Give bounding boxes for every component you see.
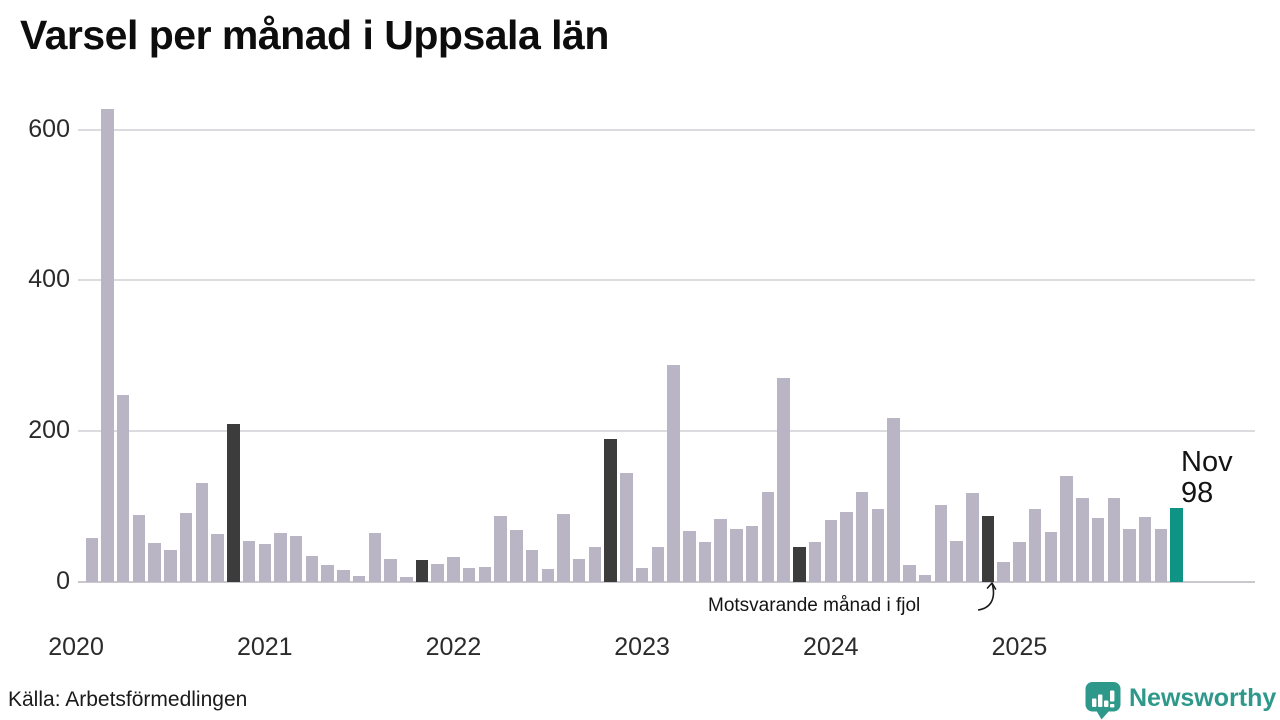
bar-2022-04[interactable]: [494, 516, 507, 582]
bar-2021-04[interactable]: [305, 555, 319, 582]
bar-2022-05[interactable]: [510, 530, 523, 582]
bar-2020-10[interactable]: [211, 533, 224, 582]
bar-2024-09[interactable]: [950, 540, 963, 582]
bar-2024-06[interactable]: [903, 565, 916, 582]
bar-2025-03[interactable]: [1044, 531, 1058, 582]
bar-2022-11[interactable]: [604, 438, 617, 582]
bar-2025-05[interactable]: [1076, 497, 1089, 582]
x-axis-tick-label-2023: 2023: [614, 633, 670, 661]
bar-2023-02[interactable]: [651, 547, 665, 582]
newsworthy-wordmark: Newsworthy: [1129, 684, 1277, 712]
bar-2021-02[interactable]: [274, 533, 287, 582]
bar-2023-05[interactable]: [698, 542, 712, 582]
x-axis-tick-label-2024: 2024: [802, 633, 859, 661]
bar-2023-06[interactable]: [714, 519, 727, 582]
bar-2022-06[interactable]: [525, 549, 539, 582]
y-axis-tick-label-0: 0: [56, 567, 70, 595]
bar-2020-12[interactable]: [242, 540, 256, 582]
bar-2025-01[interactable]: [1013, 542, 1026, 582]
bar-2021-07[interactable]: [352, 576, 366, 582]
bar-2021-01[interactable]: [258, 544, 272, 582]
current-month-label: Nov: [1181, 446, 1233, 478]
bar-2021-09[interactable]: [384, 558, 397, 582]
gridline-y200: [78, 430, 1255, 433]
bar-2024-07[interactable]: [918, 574, 932, 582]
bar-2024-02[interactable]: [840, 511, 853, 582]
bar-2020-04[interactable]: [116, 395, 130, 582]
bar-2022-01[interactable]: [447, 557, 460, 582]
chart-title: Varsel per månad i Uppsala län: [20, 12, 609, 58]
bar-2021-06[interactable]: [337, 569, 350, 582]
bar-2021-11[interactable]: [415, 560, 429, 582]
bar-2020-06[interactable]: [148, 542, 161, 582]
comparison-annotation: Motsvarande månad i fjol: [708, 595, 921, 616]
x-axis-tick-label-2025: 2025: [991, 633, 1048, 661]
bar-2023-09[interactable]: [761, 491, 775, 582]
bar-2024-01[interactable]: [824, 520, 838, 582]
bar-2024-04[interactable]: [871, 508, 885, 582]
bar-2025-04[interactable]: [1060, 476, 1073, 582]
bar-2021-05[interactable]: [321, 564, 334, 582]
bar-2023-11[interactable]: [793, 547, 806, 582]
bar-2023-08[interactable]: [745, 525, 759, 582]
bar-2021-03[interactable]: [289, 536, 303, 582]
bar-2025-08[interactable]: [1123, 528, 1136, 582]
newsworthy-bubble-chart-icon: [1085, 682, 1121, 720]
bar-2023-10[interactable]: [777, 378, 790, 582]
bar-2024-11[interactable]: [981, 515, 995, 582]
bar-2025-07[interactable]: [1107, 497, 1121, 582]
newsworthy-logo[interactable]: Newsworthy: [1084, 681, 1276, 720]
gridline-y600: [78, 128, 1255, 131]
current-value-label: 98: [1181, 477, 1214, 509]
bar-2020-08[interactable]: [179, 512, 193, 582]
bar-2021-12[interactable]: [431, 563, 444, 582]
bar-2024-05[interactable]: [887, 417, 900, 582]
bar-2022-10[interactable]: [588, 547, 602, 582]
bar-2020-11[interactable]: [227, 423, 240, 582]
bar-2024-03[interactable]: [855, 491, 869, 582]
bar-2023-01[interactable]: [635, 567, 649, 582]
x-axis-tick-label-2021: 2021: [236, 633, 293, 661]
bar-2023-07[interactable]: [730, 529, 743, 582]
bar-2021-08[interactable]: [368, 533, 382, 582]
bar-2025-10[interactable]: [1154, 529, 1168, 582]
bar-2020-05[interactable]: [132, 514, 146, 582]
bar-2022-09[interactable]: [572, 558, 586, 582]
bar-2021-10[interactable]: [400, 576, 413, 582]
bar-2022-07[interactable]: [541, 569, 555, 582]
annotation-arrow-icon: [977, 582, 997, 611]
bar-2020-03[interactable]: [101, 109, 114, 582]
bar-2022-12[interactable]: [620, 473, 633, 582]
bar-2023-12[interactable]: [808, 542, 822, 582]
bar-2022-08[interactable]: [557, 514, 570, 582]
y-axis-tick-label-600: 600: [28, 114, 70, 143]
bar-2020-09[interactable]: [195, 482, 209, 582]
bar-2024-08[interactable]: [934, 505, 948, 582]
bar-2022-03[interactable]: [478, 566, 492, 582]
bar-2020-07[interactable]: [164, 549, 177, 582]
bar-2020-02[interactable]: [85, 537, 99, 582]
bar-2024-12[interactable]: [997, 562, 1010, 582]
x-axis-tick-label-2022: 2022: [425, 633, 482, 661]
x-axis-tick-label-2020: 2020: [48, 633, 104, 661]
y-axis-tick-label-200: 200: [28, 416, 70, 445]
gridline-y0: [78, 581, 1255, 583]
bar-2022-02[interactable]: [462, 568, 476, 582]
bar-2023-03[interactable]: [667, 364, 680, 582]
bar-2024-10[interactable]: [966, 493, 979, 582]
y-axis-tick-label-400: 400: [28, 265, 70, 294]
gridline-y400: [78, 279, 1255, 282]
bar-2023-04[interactable]: [683, 530, 696, 582]
current-month-value-label: Nov 98: [1181, 447, 1233, 509]
bar-2025-11[interactable]: [1170, 508, 1183, 582]
bar-2025-02[interactable]: [1028, 508, 1042, 582]
source-credit: Källa: Arbetsförmedlingen: [8, 688, 248, 711]
bar-2025-09[interactable]: [1138, 517, 1152, 582]
bar-2025-06[interactable]: [1091, 517, 1105, 582]
